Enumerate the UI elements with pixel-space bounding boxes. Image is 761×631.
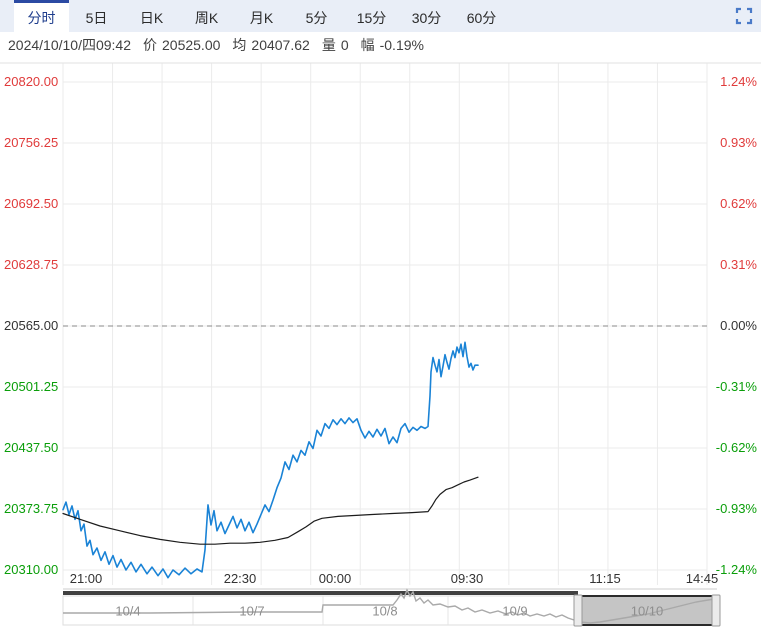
navigator-selected-range[interactable] [578,596,716,625]
x-axis-label: 14:45 [686,571,719,586]
volume-value: 0 [340,37,349,53]
navigator-date-label: 10/8 [372,604,397,619]
average-label: 均 [232,37,247,53]
y-axis-label-left: 20756.25 [4,135,58,150]
price-label: 价 [143,37,157,53]
y-axis-label-left: 20373.75 [4,501,58,516]
average-line [62,476,479,545]
y-axis-label-left: 20565.00 [4,318,58,333]
navigator-scrollbar[interactable] [63,591,578,595]
tab-15min[interactable]: 15分 [356,9,387,26]
tab-60min[interactable]: 60分 [466,9,497,26]
y-axis-label-left: 20501.25 [4,379,58,394]
x-axis-label: 21:00 [70,571,103,586]
navigator-date-label: 10/7 [239,604,264,619]
tab-5min[interactable]: 5分 [305,9,328,26]
y-axis-label-right: -1.24% [716,562,758,577]
navigator-sparkline [63,588,716,624]
tab-day-k[interactable]: 日K [139,9,164,26]
y-axis-label-left: 20628.75 [4,257,58,272]
y-axis-label-left: 20437.50 [4,440,58,455]
x-axis-label: 11:15 [589,571,621,586]
y-axis-label-right: 0.93% [720,135,757,150]
y-axis-label-left: 20310.00 [4,562,58,577]
tab-month-k[interactable]: 月K [249,9,274,26]
price-value: 20525.00 [162,37,221,53]
x-axis-label: 09:30 [451,571,484,586]
tab-5day[interactable]: 5日 [85,9,108,26]
x-axis-label: 00:00 [319,571,352,586]
tab-week-k[interactable]: 周K [194,9,219,26]
y-axis-label-left: 20820.00 [4,74,58,89]
navigator-handle-right[interactable] [711,594,721,627]
y-axis-label-right: 0.62% [720,196,757,211]
y-axis-label-right: 0.31% [720,257,757,272]
price-line [62,341,479,579]
tab-minute[interactable]: 分时 [14,0,69,32]
y-axis-label-right: -0.31% [716,379,758,394]
period-tabbar: 分时 5日 日K 周K 月K 5分 15分 30分 60分 [0,0,761,32]
tab-30min[interactable]: 30分 [411,9,442,26]
change-label: 幅 [360,37,375,53]
quote-datetime: 2024/10/10/四09:42 [8,37,131,53]
y-axis-label-right: 0.00% [720,318,757,333]
navigator-date-label: 10/9 [502,604,527,619]
fullscreen-icon[interactable] [735,7,753,25]
quote-status-line: 2024/10/10/四09:42 价 20525.00 均 20407.62 … [0,32,761,58]
y-axis-label-right: 1.24% [720,74,757,89]
navigator-date-label: 10/10 [631,604,664,619]
change-value: -0.19% [379,37,424,53]
x-axis-label: 22:30 [224,571,257,586]
y-axis-label-right: -0.62% [716,440,758,455]
navigator-handle-left[interactable] [573,594,583,627]
y-axis-label-right: -0.93% [716,501,758,516]
volume-label: 量 [321,37,336,53]
average-value: 20407.62 [251,37,310,53]
y-axis-label-left: 20692.50 [4,196,58,211]
navigator-date-label: 10/4 [115,604,140,619]
